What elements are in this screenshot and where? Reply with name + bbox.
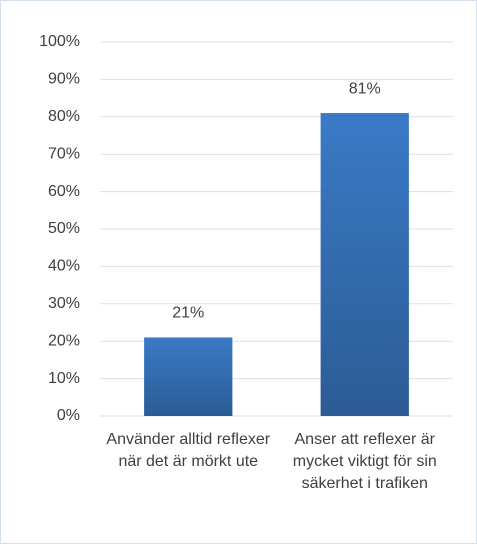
x-tick-label: Anser att reflexer är mycket viktigt för…: [292, 431, 437, 492]
y-tick-label: 20%: [48, 332, 80, 349]
y-tick-label: 50%: [48, 220, 80, 237]
value-label: 21%: [172, 305, 204, 322]
y-tick-label: 90%: [48, 71, 80, 88]
y-tick-label: 10%: [48, 370, 80, 387]
value-label: 81%: [349, 80, 381, 97]
y-tick-label: 100%: [39, 33, 80, 50]
bar-shade: [320, 113, 409, 416]
y-tick-label: 30%: [48, 295, 80, 312]
y-tick-label: 60%: [48, 183, 80, 200]
y-tick-label: 70%: [48, 145, 80, 162]
bar-shade: [144, 337, 233, 416]
y-tick-label: 0%: [57, 407, 80, 424]
x-tick-label: Använder alltid reflexer när det är mörk…: [106, 431, 271, 470]
y-tick-label: 40%: [48, 258, 80, 275]
y-tick-label: 80%: [48, 108, 80, 125]
